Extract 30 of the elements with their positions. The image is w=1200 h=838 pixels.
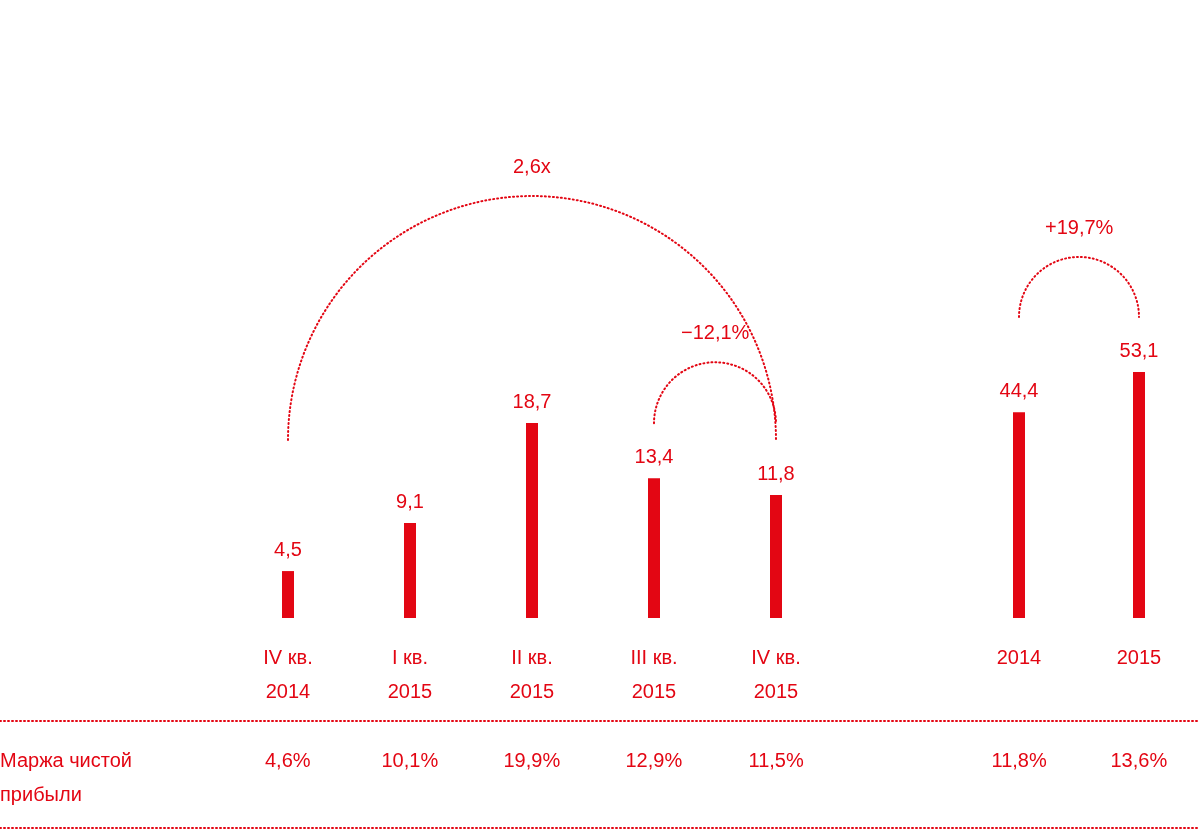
x-tick-label: II кв. 2015 — [509, 646, 555, 702]
bar — [526, 422, 538, 618]
text: 11,8% — [991, 748, 1047, 773]
bar — [282, 571, 294, 618]
text: 13,6% — [1110, 748, 1168, 773]
data-label: 11,8 — [757, 461, 795, 484]
data-label: 53,1 — [1119, 338, 1159, 361]
text: 2,6x — [513, 153, 551, 179]
x-tick-label: 2014 — [996, 646, 1042, 668]
x-tick-label: III кв. 2015 — [630, 646, 678, 702]
data-label: 18,7 — [512, 389, 552, 412]
text: Маржа чистой прибыли — [0, 748, 133, 807]
text: +19,7% — [1045, 214, 1114, 240]
text: 12,9% — [625, 748, 683, 773]
bar — [648, 478, 660, 618]
bar — [770, 494, 782, 618]
data-label: 9,1 — [396, 490, 424, 513]
bar — [404, 523, 416, 618]
data-label: 4,5 — [274, 538, 302, 561]
data-label: 13,4 — [634, 445, 674, 468]
text: 19,9% — [503, 748, 561, 773]
data-label: 44,4 — [999, 379, 1039, 402]
x-tick-label: IV кв. 2015 — [751, 646, 801, 702]
x-tick-label: IV кв. 2014 — [263, 646, 313, 702]
x-tick-label: I кв. 2015 — [387, 646, 433, 702]
x-tick-label: 2015 — [1116, 646, 1162, 668]
text: 11,5% — [748, 748, 804, 773]
text: 4,6% — [265, 748, 311, 773]
text: −12,1% — [681, 320, 750, 346]
text: 10,1% — [381, 748, 439, 773]
